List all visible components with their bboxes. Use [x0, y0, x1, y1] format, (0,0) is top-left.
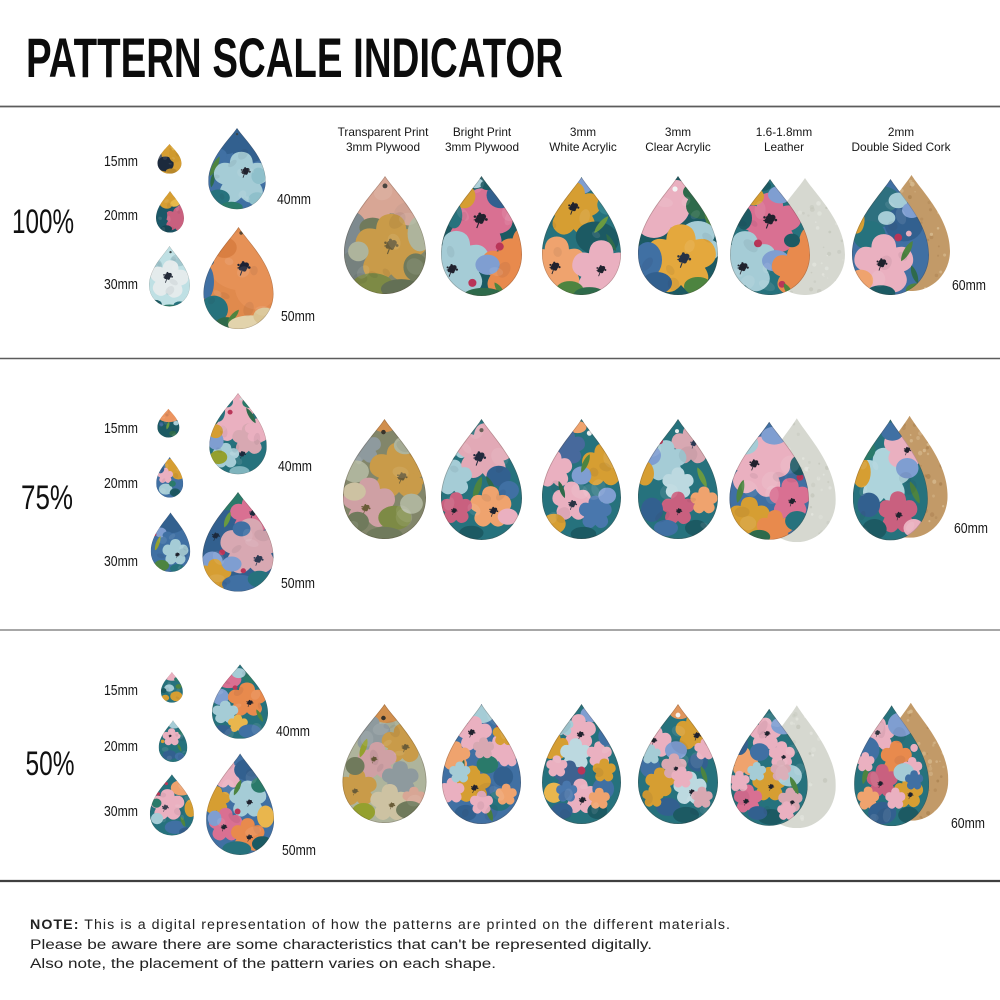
svg-text:50mm: 50mm	[281, 309, 315, 325]
svg-text:20mm: 20mm	[104, 208, 138, 224]
svg-text:PATTERN SCALE INDICATOR: PATTERN SCALE INDICATOR	[26, 26, 563, 89]
svg-text:50%: 50%	[26, 745, 75, 783]
svg-text:1.6-1.8mm: 1.6-1.8mm	[756, 125, 813, 139]
svg-text:3mm: 3mm	[570, 125, 596, 139]
svg-text:2mm: 2mm	[888, 125, 914, 139]
svg-text:15mm: 15mm	[104, 421, 138, 437]
svg-text:Leather: Leather	[764, 140, 804, 154]
svg-text:100%: 100%	[12, 203, 74, 241]
svg-text:60mm: 60mm	[951, 816, 985, 832]
svg-text:40mm: 40mm	[276, 724, 310, 740]
svg-text:15mm: 15mm	[104, 154, 138, 170]
svg-text:15mm: 15mm	[104, 683, 138, 699]
svg-text:NOTE: This is a digital repres: NOTE: This is a digital representation o…	[30, 917, 730, 933]
svg-text:Also note, the placement of th: Also note, the placement of the pattern …	[30, 956, 496, 972]
svg-text:40mm: 40mm	[277, 192, 311, 208]
svg-text:60mm: 60mm	[954, 521, 988, 537]
svg-text:30mm: 30mm	[104, 554, 138, 570]
svg-text:75%: 75%	[21, 479, 73, 517]
svg-text:Bright Print: Bright Print	[453, 125, 512, 139]
svg-text:20mm: 20mm	[104, 476, 138, 492]
svg-text:Transparent Print: Transparent Print	[338, 125, 429, 139]
svg-text:30mm: 30mm	[104, 804, 138, 820]
svg-text:40mm: 40mm	[278, 459, 312, 475]
svg-text:Clear Acrylic: Clear Acrylic	[645, 140, 711, 154]
svg-text:60mm: 60mm	[952, 278, 986, 294]
svg-text:50mm: 50mm	[282, 843, 316, 859]
svg-text:3mm Plywood: 3mm Plywood	[445, 140, 519, 154]
svg-text:3mm Plywood: 3mm Plywood	[346, 140, 420, 154]
svg-text:Please be aware there are some: Please be aware there are some character…	[30, 937, 652, 953]
svg-text:20mm: 20mm	[104, 739, 138, 755]
svg-text:30mm: 30mm	[104, 277, 138, 293]
svg-text:Double Sided Cork: Double Sided Cork	[851, 140, 950, 154]
svg-text:White Acrylic: White Acrylic	[549, 140, 617, 154]
svg-text:3mm: 3mm	[665, 125, 691, 139]
svg-text:50mm: 50mm	[281, 576, 315, 592]
